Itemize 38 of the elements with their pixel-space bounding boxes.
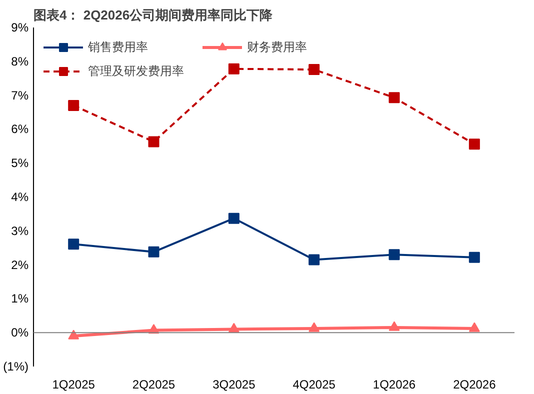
point bbox=[308, 64, 320, 76]
point bbox=[228, 212, 240, 224]
y-tick-label: 7% bbox=[11, 88, 29, 102]
point bbox=[228, 63, 240, 74]
y-tick-label: 8% bbox=[11, 54, 29, 68]
point bbox=[468, 322, 480, 332]
legend-label: 销售费用率 bbox=[88, 38, 149, 56]
point bbox=[468, 252, 480, 263]
point bbox=[68, 330, 80, 340]
x-tick-label: 1Q2025 bbox=[52, 378, 96, 392]
y-tick-label: 4% bbox=[11, 190, 29, 204]
x-tick-label: 4Q2025 bbox=[292, 378, 336, 392]
point bbox=[148, 246, 160, 258]
point bbox=[68, 238, 80, 250]
legend-label: 管理及研发费用率 bbox=[88, 62, 185, 80]
chart-title: 图表4： 2Q2026公司期间费用率同比下降 bbox=[34, 8, 274, 22]
point bbox=[308, 254, 320, 266]
y-tick-label: 1% bbox=[11, 292, 29, 306]
y-tick-label: 6% bbox=[11, 122, 29, 136]
x-tick-label: 1Q2026 bbox=[372, 378, 416, 392]
y-tick-label: 2% bbox=[11, 258, 29, 272]
y-tick-label: (1%) bbox=[3, 360, 29, 374]
x-tick-label: 3Q2025 bbox=[212, 378, 256, 392]
point bbox=[308, 322, 320, 332]
x-tick-label: 2Q2026 bbox=[453, 378, 496, 392]
y-tick-label: 3% bbox=[11, 224, 29, 238]
y-tick-label: 5% bbox=[11, 156, 29, 170]
point bbox=[228, 322, 240, 333]
point bbox=[468, 138, 480, 150]
point bbox=[388, 249, 400, 260]
y-tick-label: 0% bbox=[11, 326, 29, 340]
point bbox=[388, 92, 400, 104]
legend-label: 财务费用率 bbox=[247, 38, 308, 56]
point bbox=[388, 321, 400, 331]
y-tick-label: 9% bbox=[11, 20, 29, 34]
point bbox=[68, 100, 80, 111]
point bbox=[148, 136, 160, 148]
x-tick-label: 2Q2025 bbox=[132, 378, 176, 392]
